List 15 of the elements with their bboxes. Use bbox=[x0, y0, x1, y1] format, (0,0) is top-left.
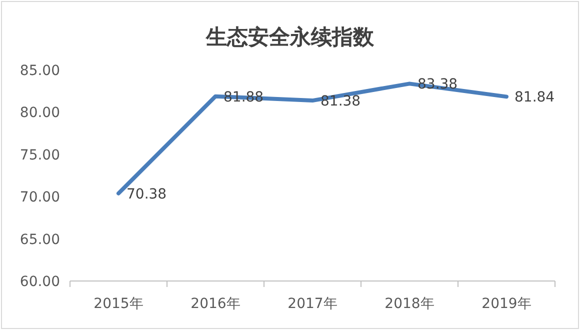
x-tick-label: 2016年 bbox=[190, 296, 240, 312]
y-tick-label: 85.00 bbox=[20, 63, 60, 79]
x-tick-label: 2015年 bbox=[94, 296, 144, 312]
y-tick-label: 70.00 bbox=[20, 190, 60, 206]
chart-title: 生态安全永续指数 bbox=[205, 24, 375, 49]
y-tick-label: 60.00 bbox=[20, 274, 60, 290]
x-tick-label: 2018年 bbox=[384, 296, 434, 312]
data-label: 81.84 bbox=[514, 90, 555, 106]
y-tick-label: 65.00 bbox=[20, 232, 60, 248]
data-label: 70.38 bbox=[126, 186, 167, 202]
x-tick-label: 2017年 bbox=[288, 296, 338, 312]
y-tick-label: 80.00 bbox=[20, 105, 60, 122]
y-tick-label: 75.00 bbox=[20, 147, 60, 164]
data-label: 81.38 bbox=[320, 94, 361, 110]
x-tick-label: 2019年 bbox=[482, 296, 532, 312]
